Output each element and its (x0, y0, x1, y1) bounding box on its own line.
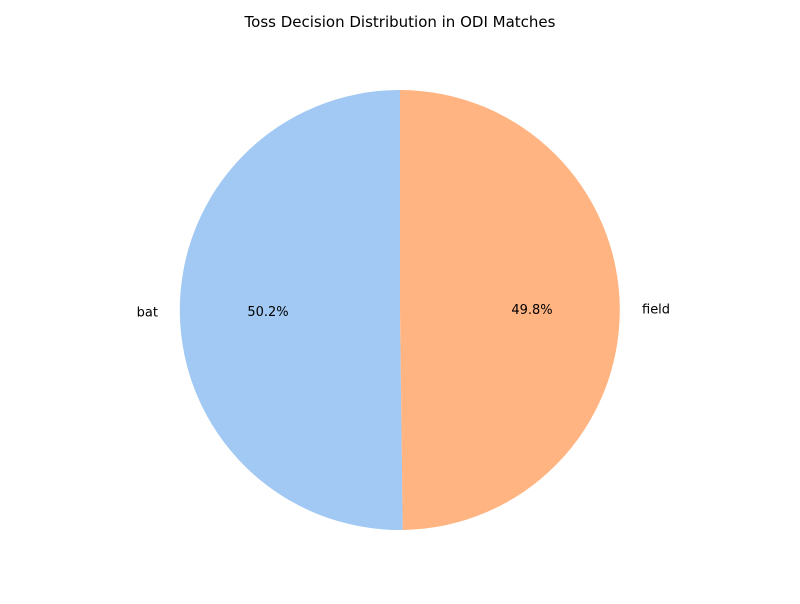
slice-value-field: 49.8% (511, 303, 552, 318)
slice-label-field: field (642, 302, 670, 317)
pie-slices (179, 89, 620, 530)
pie-slice-field (400, 90, 620, 530)
slice-value-bat: 50.2% (247, 305, 288, 320)
pie-slice-bat (179, 89, 403, 530)
pie-labels: bat 50.2% field 49.8% (137, 302, 670, 320)
chart-title: Toss Decision Distribution in ODI Matche… (244, 13, 556, 31)
slice-label-bat: bat (137, 306, 158, 321)
